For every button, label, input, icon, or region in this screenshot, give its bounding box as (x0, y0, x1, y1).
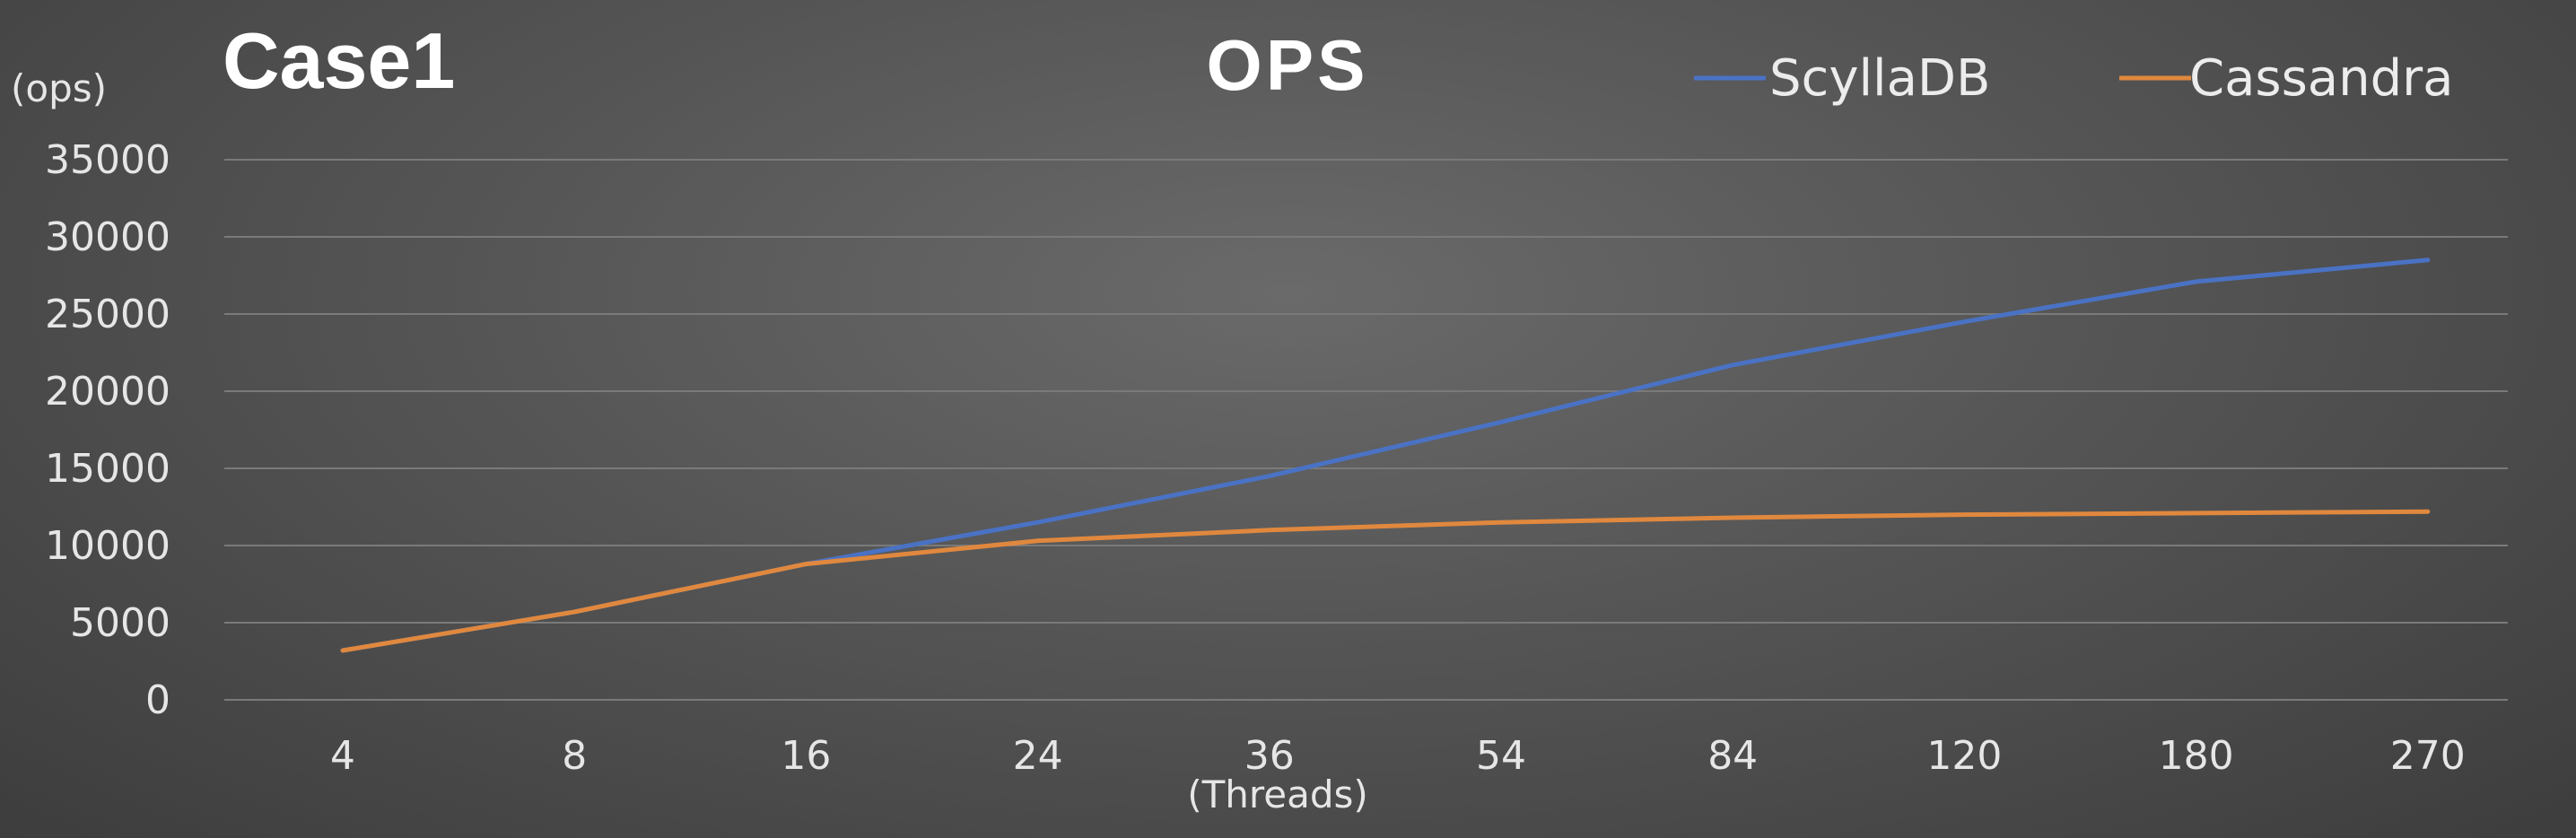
y-tick-label: 25000 (45, 292, 170, 337)
legend: ScyllaDB Cassandra (1694, 49, 2453, 108)
x-tick-label: 180 (2159, 733, 2234, 779)
y-tick-label: 30000 (45, 214, 170, 260)
series-line-scylladb (340, 258, 2431, 653)
x-tick-label: 84 (1707, 733, 1758, 779)
x-tick-label: 54 (1476, 733, 1526, 779)
x-axis-ticks: 4 8 16 24 36 54 84 120 180 270 (330, 733, 2466, 779)
x-tick-label: 36 (1244, 733, 1295, 779)
x-tick-label: 24 (1013, 733, 1063, 779)
x-tick-label: 16 (781, 733, 831, 779)
legend-label-scylladb: ScyllaDB (1769, 49, 1990, 108)
x-tick-label: 4 (330, 733, 355, 779)
legend-label-cassandra: Cassandra (2189, 49, 2453, 108)
x-tick-label: 8 (562, 733, 587, 779)
y-tick-label: 20000 (45, 369, 170, 415)
y-tick-label: 10000 (45, 523, 170, 569)
y-tick-label: 35000 (45, 137, 170, 183)
case-label: Case1 (223, 16, 455, 105)
grid-lines (224, 159, 2508, 701)
y-tick-label: 15000 (45, 446, 170, 492)
y-tick-label: 5000 (70, 600, 170, 646)
y-tick-label: 0 (145, 677, 170, 723)
x-tick-label: 120 (1926, 733, 2002, 779)
y-axis-unit-label: (ops) (11, 66, 107, 110)
y-axis-ticks: 0 5000 10000 15000 20000 25000 30000 35000 (45, 137, 170, 723)
x-tick-label: 270 (2390, 733, 2466, 779)
chart-title: OPS (1207, 25, 1369, 105)
series-lines (340, 258, 2431, 653)
x-axis-label: (Threads) (1187, 773, 1368, 816)
series-line-cassandra (340, 509, 2431, 653)
